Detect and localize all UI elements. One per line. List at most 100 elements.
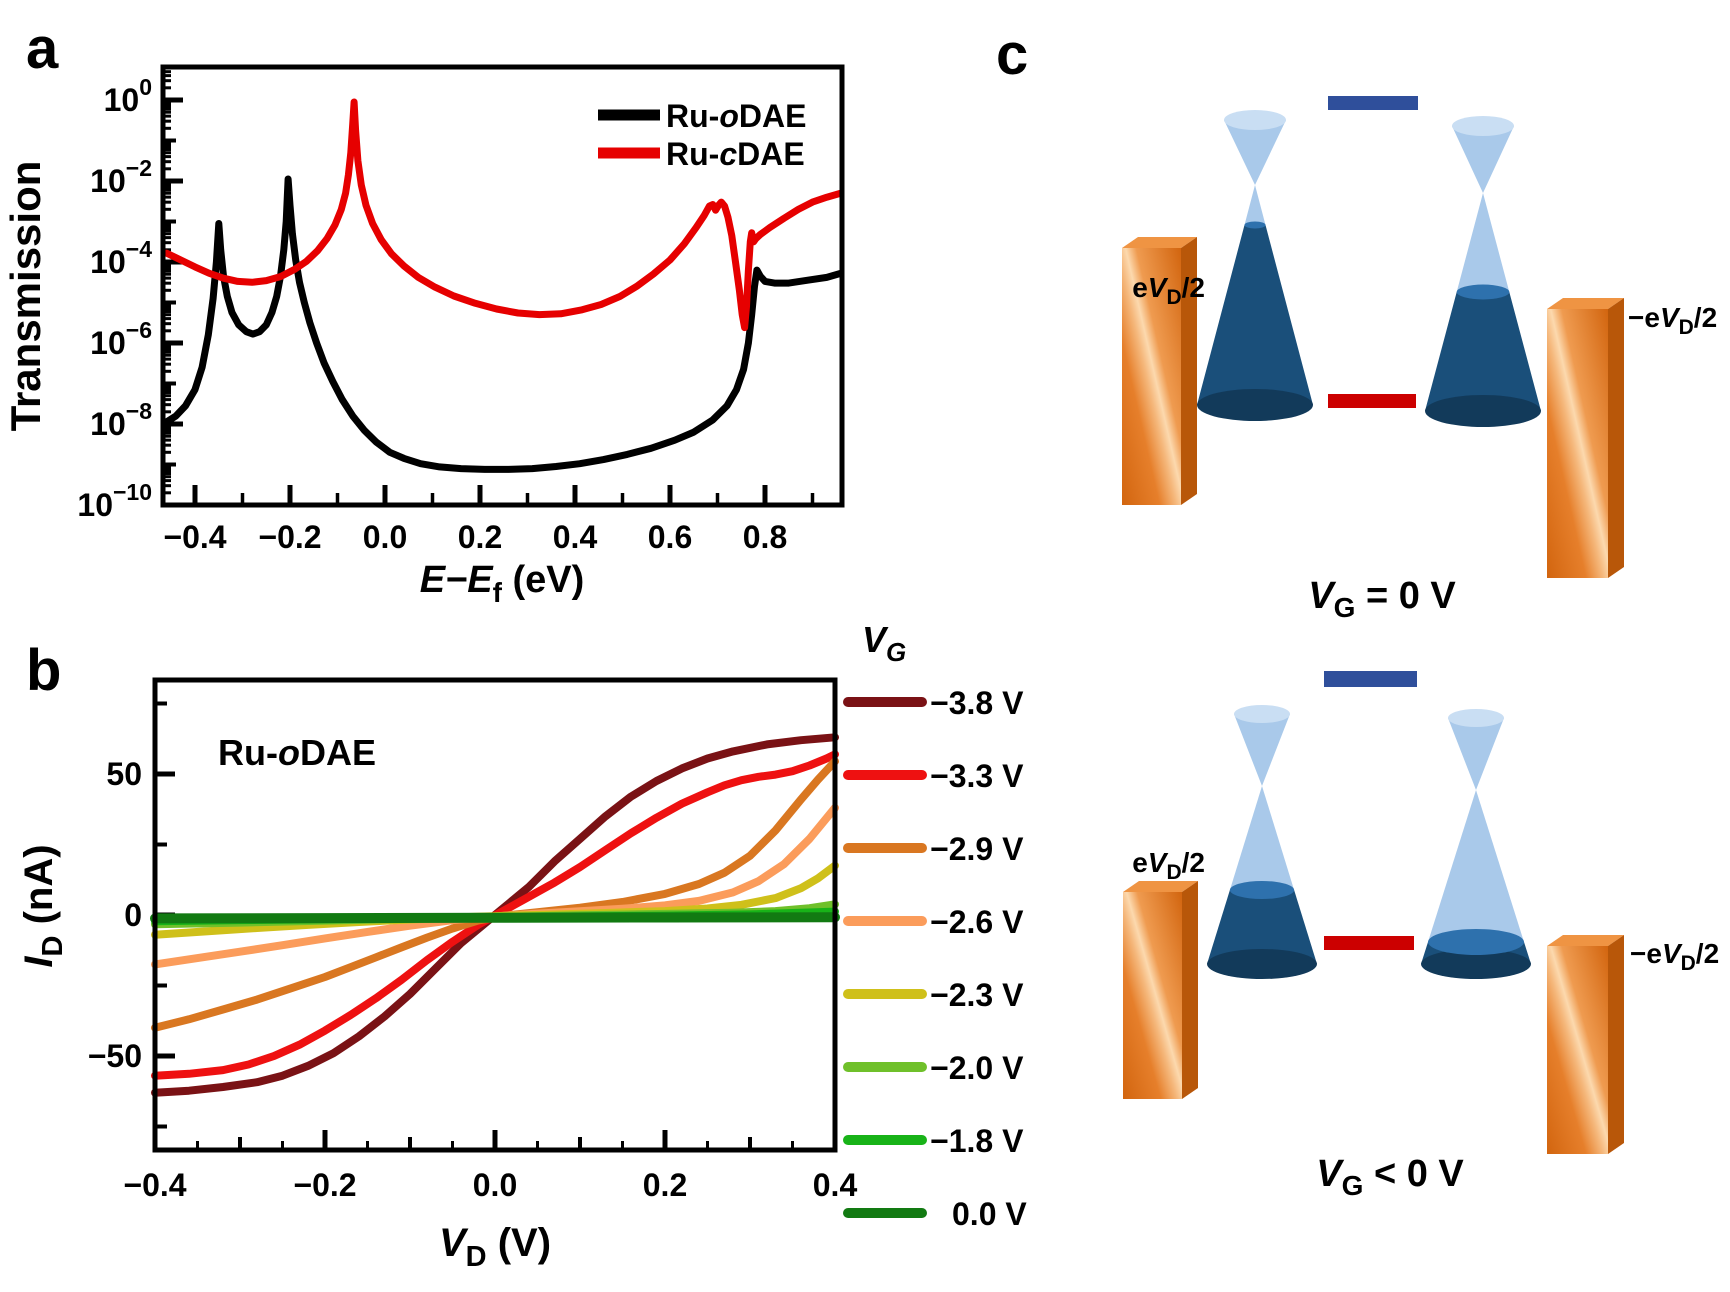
- panel-letter-b: b: [26, 638, 61, 703]
- panel-b-xlabel: VD (V): [439, 1221, 551, 1273]
- electrode-side-face: [1608, 298, 1624, 578]
- legend-label: −2.3 V: [930, 977, 1024, 1013]
- electrode-side-face: [1182, 881, 1198, 1099]
- x-tick-label: 0.6: [648, 519, 692, 555]
- electrode-top-face: [1123, 881, 1198, 892]
- legend-label: −2.6 V: [930, 904, 1024, 940]
- left-electrode: [1122, 237, 1197, 505]
- electrode-front-face: [1122, 248, 1181, 505]
- x-tick-label: 0.2: [643, 1167, 687, 1203]
- panel-a-transmission-plot: a 100 10−2 10−4 10−6 10−8 10−10 −0.4 −0.2 0.0 0.…: [2, 16, 845, 608]
- bias-label-left: eVD/2: [1132, 272, 1205, 309]
- right-dirac-cone: [1421, 709, 1531, 979]
- panel-b-curves: [150, 733, 840, 1097]
- panel-a-xlabel: E−Ef (eV): [420, 559, 585, 608]
- lower-cone-empty: [1229, 786, 1295, 890]
- homo-level-bar: [1328, 394, 1416, 408]
- caption-vg-zero: VG = 0 V: [1308, 575, 1456, 623]
- curve-vg-−2.6V: [151, 803, 839, 969]
- fermi-surface: [1244, 221, 1266, 229]
- lumo-level-bar: [1328, 96, 1418, 110]
- electrode-side-face: [1181, 237, 1197, 505]
- panel-a-curves: [163, 98, 845, 473]
- y-tick-label: 10−8: [90, 398, 152, 442]
- lower-cone-empty: [1456, 193, 1510, 292]
- x-tick-label: 0.2: [458, 519, 502, 555]
- bias-label-right: −eVD/2: [1628, 302, 1717, 339]
- panel-letter-a: a: [26, 16, 59, 81]
- cone-base: [1207, 949, 1317, 979]
- right-electrode: [1547, 935, 1624, 1154]
- y-tick-label: 10−6: [90, 317, 152, 361]
- x-tick-label: 0.0: [363, 519, 407, 555]
- panel-b-iv-plot: b 50 0 −50 −0.4 −0.2 0.0 0.2 0.4 Ru-oDAE ID (n…: [17, 619, 1027, 1273]
- cone-base: [1421, 949, 1531, 979]
- bias-label-left: eVD/2: [1132, 847, 1205, 884]
- legend-label-ru-cdae: Ru-cDAE: [666, 136, 805, 172]
- upper-cone: [1448, 718, 1504, 790]
- panel-a-ylabel: Transmission: [2, 161, 49, 432]
- lower-cone-filled: [1425, 292, 1541, 411]
- panel-b-legend-rows: −3.8 V −3.3 V −2.9 V −2.6 V −2.3 V −2.0 V −1.8…: [843, 685, 1027, 1232]
- lower-cone-filled: [1207, 890, 1317, 964]
- lower-cone-filled: [1197, 225, 1313, 405]
- upper-cone: [1452, 126, 1514, 193]
- curve-vg-0.0V: [150, 912, 840, 924]
- panel-letter-c: c: [996, 22, 1028, 87]
- electrode-top-face: [1547, 298, 1624, 309]
- x-tick-label: 0.4: [813, 1167, 858, 1203]
- x-tick-label: −0.2: [293, 1167, 356, 1203]
- upper-cone: [1234, 714, 1290, 786]
- homo-level-bar: [1324, 936, 1414, 950]
- lower-cone-empty: [1428, 790, 1524, 942]
- electrode-front-face: [1547, 309, 1608, 578]
- legend-label: −3.8 V: [930, 685, 1024, 721]
- upper-cone-cap: [1234, 705, 1290, 723]
- panel-b-annotation: Ru-oDAE: [218, 732, 376, 773]
- panel-b-x-tick-labels: −0.4 −0.2 0.0 0.2 0.4: [123, 1167, 857, 1203]
- electrode-side-face: [1608, 935, 1624, 1154]
- curve-ru-cdae: [163, 98, 845, 332]
- cone-base: [1197, 389, 1313, 421]
- panel-a-xlabel-sub: f: [493, 577, 503, 608]
- left-dirac-cone: [1207, 705, 1317, 979]
- panel-a-x-tick-labels: −0.4 −0.2 0.0 0.2 0.4 0.6 0.8: [163, 519, 787, 555]
- panel-b-ylabel: ID (nA): [17, 844, 69, 967]
- legend-label-ru-odae: Ru-oDAE: [666, 98, 806, 134]
- electrode-front-face: [1123, 892, 1182, 1099]
- x-tick-label: 0.8: [743, 519, 787, 555]
- x-tick-label: −0.4: [123, 1167, 186, 1203]
- left-dirac-cone: [1197, 110, 1313, 421]
- x-tick-label: −0.4: [163, 519, 226, 555]
- legend-label: −2.9 V: [930, 831, 1024, 867]
- caption-vg-negative: VG < 0 V: [1316, 1153, 1464, 1201]
- lumo-level-bar: [1324, 671, 1417, 687]
- fermi-surface: [1229, 881, 1295, 899]
- panel-a-xlabel-unit: (eV): [502, 559, 584, 601]
- y-tick-label: 10−2: [90, 155, 152, 199]
- panel-a-axes-frame: [160, 64, 845, 508]
- legend-label: −1.8 V: [930, 1123, 1024, 1159]
- x-tick-label: 0.0: [473, 1167, 517, 1203]
- electrode-top-face: [1122, 237, 1197, 248]
- electrode-front-face: [1547, 946, 1608, 1154]
- panel-a-legend: Ru-oDAE Ru-cDAE: [598, 98, 806, 172]
- panel-b-y-tick-labels: 50 0 −50: [88, 756, 142, 1074]
- upper-cone-cap: [1224, 110, 1286, 130]
- panel-b-legend: VG −3.8 V−3.3 V−2.9 V−2.6 V−2.3 V−2.0 V−…: [843, 619, 1027, 1232]
- panel-a-y-tick-labels: 100 10−2 10−4 10−6 10−8 10−10: [77, 74, 152, 523]
- fermi-surface: [1428, 929, 1524, 955]
- y-tick-label: 100: [104, 74, 152, 118]
- upper-cone: [1224, 120, 1286, 185]
- upper-cone-cap: [1448, 709, 1504, 727]
- panel-a-xlabel-main: E−E: [420, 559, 495, 601]
- y-tick-label: 0: [124, 897, 142, 933]
- legend-label: 0.0 V: [952, 1196, 1027, 1232]
- y-tick-label: 10−4: [90, 236, 152, 280]
- cone-base: [1425, 395, 1541, 427]
- panel-b-axes-frame: [152, 677, 838, 1153]
- fermi-surface: [1456, 284, 1510, 300]
- panel-b-legend-title: VG: [862, 619, 906, 667]
